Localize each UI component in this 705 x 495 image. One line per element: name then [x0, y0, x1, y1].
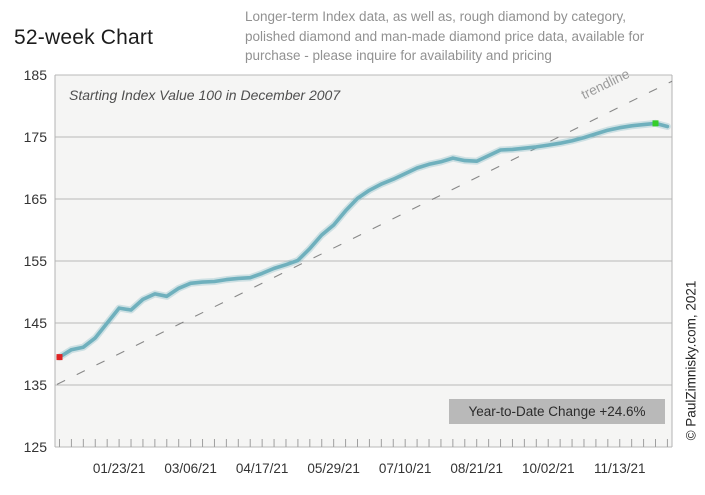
ytd-change-badge: Year-to-Date Change +24.6% — [449, 399, 665, 424]
x-tick-label: 08/21/21 — [450, 461, 503, 476]
y-tick-label: 145 — [23, 315, 47, 331]
latest-marker-green — [652, 120, 659, 127]
y-tick-label: 165 — [23, 191, 47, 207]
start-marker-red — [56, 354, 63, 361]
horizontal-gridlines — [55, 74, 672, 448]
trendline-dashed-line — [56, 80, 673, 385]
x-axis-week-ticks — [59, 439, 668, 447]
page-title: 52-week Chart — [14, 26, 154, 49]
y-tick-label: 175 — [23, 129, 47, 145]
y-tick-label: 185 — [23, 67, 47, 83]
y-tick-label: 135 — [23, 377, 47, 393]
x-tick-label: 05/29/21 — [307, 461, 360, 476]
y-tick-label: 125 — [23, 439, 47, 455]
x-tick-label: 10/02/21 — [521, 461, 575, 476]
purchase-inquiry-note: Longer-term Index data, as well as, roug… — [245, 9, 645, 63]
plot-borders — [54, 75, 673, 447]
starting-index-annotation: Starting Index Value 100 in December 200… — [69, 87, 341, 103]
y-tick-label: 155 — [23, 253, 47, 269]
index-line — [57, 121, 670, 359]
x-tick-label: 04/17/21 — [235, 461, 289, 476]
x-tick-label: 03/06/21 — [164, 461, 217, 476]
x-tick-label: 01/23/21 — [92, 461, 146, 476]
copyright-vertical-text: © PaulZimnisky.com, 2021 — [683, 280, 699, 441]
x-tick-label: 07/10/21 — [378, 461, 432, 476]
x-tick-label: 11/13/21 — [593, 461, 646, 476]
